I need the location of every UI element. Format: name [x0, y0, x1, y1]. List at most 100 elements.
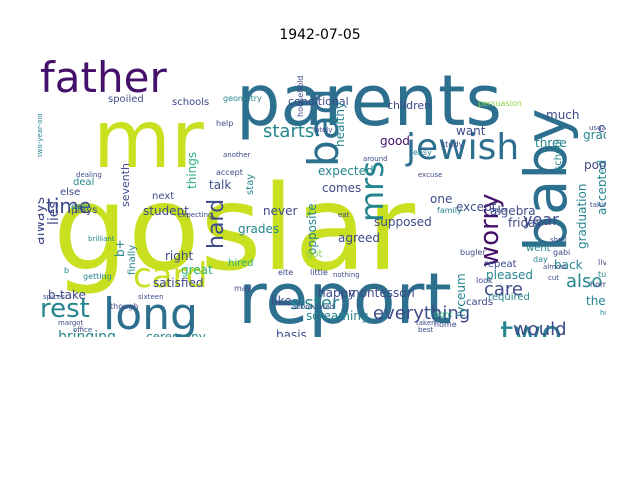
word-agreed: agreed — [338, 231, 380, 245]
word-healthy: healthy — [333, 102, 347, 147]
word-geometry: geometry — [223, 94, 262, 103]
word-worry: worry — [475, 194, 505, 267]
word-household: household — [296, 76, 305, 117]
word-b-take: b-take — [48, 288, 86, 302]
word-required: required — [488, 292, 530, 303]
word-talk: talk — [209, 178, 231, 192]
word-else: else — [60, 187, 80, 198]
word-little: little — [310, 268, 328, 277]
word-time: time — [46, 194, 91, 218]
word-right: right — [165, 249, 193, 263]
word-algebra: algebra — [490, 204, 536, 218]
word-grades: grades — [238, 222, 279, 236]
word-basis: basis — [276, 328, 307, 337]
word-conditional: conditional — [288, 95, 349, 108]
word-everything: everything — [373, 303, 470, 324]
word-days: days — [490, 206, 507, 214]
word-except: except — [456, 200, 497, 214]
word-went: went — [526, 243, 551, 254]
word-schools: schools — [172, 97, 209, 108]
word-spices: spices — [43, 293, 65, 301]
word-father: father — [40, 53, 167, 102]
word-parents: parents — [236, 60, 502, 142]
word-never: never — [263, 204, 297, 218]
word-friday: friday — [508, 216, 543, 230]
word-goslar: goslar — [53, 159, 416, 297]
word-really: really — [68, 202, 90, 211]
word-happy: happy — [318, 286, 355, 300]
word-getting: getting — [83, 272, 112, 281]
word-two-year-old: two-year-old — [38, 113, 44, 157]
word-home: home — [434, 320, 457, 329]
word-usual: usual — [589, 124, 606, 132]
plot-title: 1942-07-05 — [279, 27, 361, 43]
word-tutoring: tutoring — [598, 270, 606, 279]
word-another: another — [223, 151, 250, 159]
word-lyceum: lyceum — [454, 273, 468, 317]
word-lies: lies — [46, 201, 62, 225]
word-good: good — [380, 134, 410, 148]
word-lately: lately — [313, 126, 332, 134]
word-study: study — [441, 140, 463, 149]
word-stay: stay — [245, 174, 256, 195]
word-margot: margot — [58, 319, 84, 327]
word-help: help — [216, 119, 233, 128]
word-best: best — [418, 326, 433, 334]
word-honors: honors — [600, 309, 606, 317]
word-long: long — [103, 289, 198, 337]
word-poor: poor — [584, 158, 606, 172]
word-graduation: graduation — [575, 184, 589, 249]
word-expected: expected — [318, 164, 374, 178]
word-would: would — [513, 319, 567, 337]
word-taking: taking — [590, 201, 606, 209]
word-supposed: supposed — [374, 215, 432, 229]
word-b+: b+ — [113, 239, 127, 257]
word-cards: cards — [466, 297, 493, 308]
word-hard: hard — [204, 199, 229, 249]
word-starts: starts — [263, 121, 314, 142]
word-mrs: mrs — [353, 161, 391, 222]
word-persuasion: persuasion — [478, 99, 522, 108]
word-spoiled: spoiled — [108, 94, 144, 105]
word-baby: baby — [512, 109, 580, 253]
word-c-: c- — [598, 121, 606, 135]
word-family: family — [437, 206, 462, 215]
word-next: next — [152, 191, 174, 202]
word-things: things — [185, 152, 199, 189]
word-theater: theater — [586, 294, 606, 308]
word-elte: elte — [278, 268, 293, 277]
word-always: always — [38, 197, 48, 245]
word-seventh: seventh — [119, 163, 132, 207]
word-plays: plays — [71, 205, 97, 216]
word-much: much — [546, 108, 580, 122]
word-office: office — [73, 326, 92, 334]
word-accept: accept — [216, 168, 243, 177]
word-also: also — [566, 271, 602, 292]
word-two: two — [500, 314, 562, 337]
word-dealing: dealing — [76, 171, 102, 179]
word-shrill: shrill — [550, 236, 567, 244]
word-care: care — [484, 279, 523, 300]
word-got: got — [306, 249, 322, 260]
word-rest: rest — [40, 294, 90, 324]
word-mr: mr — [93, 93, 204, 186]
word-bad: bad — [299, 88, 348, 167]
word-great: great — [181, 263, 213, 277]
word-student: student — [143, 204, 189, 218]
word-excuse: excuse — [418, 171, 442, 179]
word-card: card — [133, 256, 208, 296]
word-day: day — [533, 255, 548, 264]
word-three: three — [535, 136, 567, 150]
word-brilliant: brilliant — [88, 235, 115, 243]
word-bugler: bugler — [460, 248, 486, 257]
word-accepted: accepted — [595, 160, 606, 215]
word-year: year — [523, 210, 559, 229]
word-pleased: pleased — [486, 268, 533, 282]
word-look: look — [476, 276, 493, 285]
word-satisfied: satisfied — [153, 276, 203, 290]
word-eat: eat — [338, 211, 350, 219]
word-repeat: repeat — [484, 259, 517, 270]
word-comes: comes — [322, 181, 361, 195]
word-hired: hired — [228, 258, 254, 269]
